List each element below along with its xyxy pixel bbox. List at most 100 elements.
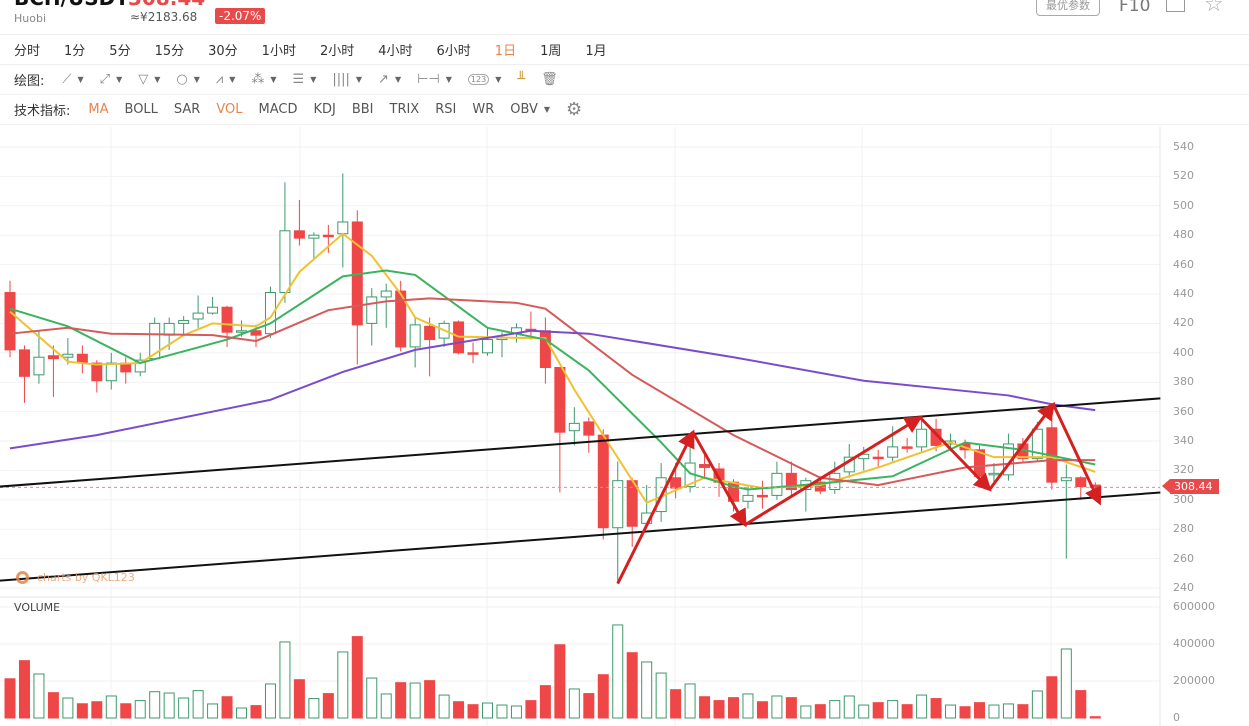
label-tool-icon[interactable]: 123 ▼ xyxy=(467,74,501,85)
change-badge: -2.07% xyxy=(215,8,266,24)
period-2[interactable]: 5分 xyxy=(109,44,131,59)
trend-arrow xyxy=(1051,403,1102,506)
indicator-wr[interactable]: WR xyxy=(472,102,495,117)
gear-icon[interactable]: ⚙ xyxy=(566,99,583,120)
indicator-bbi[interactable]: BBI xyxy=(351,102,374,117)
range-tool-icon[interactable]: ⊢⊣ ▼ xyxy=(417,72,452,87)
indicator-boll[interactable]: BOLL xyxy=(124,102,158,117)
candle-body xyxy=(872,456,884,460)
price-tick: 280 xyxy=(1173,522,1194,536)
volume-bar xyxy=(1060,648,1072,719)
f10-button[interactable]: F10 xyxy=(1119,0,1151,16)
candle-body xyxy=(207,306,219,314)
indicator-ma[interactable]: MA xyxy=(88,102,109,117)
period-1[interactable]: 1分 xyxy=(64,44,86,59)
indicator-sar[interactable]: SAR xyxy=(173,102,201,117)
candle-body xyxy=(18,349,30,377)
volume-bar xyxy=(33,673,45,719)
volume-bar xyxy=(438,694,450,719)
candle-toggle-icon[interactable]: ╨ xyxy=(517,72,526,87)
volume-bar xyxy=(207,703,219,719)
segment-tool-icon[interactable]: ⤢ ▼ xyxy=(99,72,123,87)
candle-body xyxy=(134,359,146,373)
wave-tool-icon[interactable]: ⩘ ▼ xyxy=(215,72,236,87)
period-11[interactable]: 1月 xyxy=(585,44,607,59)
volume-bar xyxy=(134,700,146,719)
candle-body xyxy=(597,434,609,529)
header: BCH/USDT 308.44 Huobi ≈¥2183.68 -2.07% 最… xyxy=(0,0,1249,35)
star-icon[interactable]: ☆ xyxy=(1204,0,1224,17)
volume-tick: 200000 xyxy=(1173,674,1215,687)
volume-bar xyxy=(18,660,30,719)
indicator-obv[interactable]: OBV xyxy=(510,102,538,117)
candle-body xyxy=(583,421,595,436)
volume-bar xyxy=(279,641,291,719)
price-tick: 440 xyxy=(1173,287,1194,300)
volume-bar xyxy=(742,693,754,719)
volume-bar xyxy=(1002,703,1014,719)
vertical-lines-tool-icon[interactable]: |||| ▼ xyxy=(332,72,363,87)
trash-icon[interactable]: 🗑 xyxy=(541,72,558,87)
chevron-down-icon[interactable]: ▼ xyxy=(543,105,551,114)
volume-bar xyxy=(192,690,204,719)
candle-body xyxy=(264,292,276,335)
candle-body xyxy=(279,230,291,294)
candle-body xyxy=(221,306,233,333)
period-9[interactable]: 1日 xyxy=(494,44,517,59)
candlestick-chart[interactable] xyxy=(0,127,1249,726)
period-10[interactable]: 1周 xyxy=(540,44,562,59)
watermark-text: charts by QKL123 xyxy=(37,571,135,584)
period-3[interactable]: 15分 xyxy=(154,44,185,59)
trend-arrow xyxy=(691,431,747,528)
period-4[interactable]: 30分 xyxy=(208,44,238,59)
volume-bar xyxy=(120,703,132,719)
period-5[interactable]: 1小时 xyxy=(261,44,296,59)
volume-bar xyxy=(612,624,624,719)
volume-bar xyxy=(959,706,971,719)
arrow-tool-icon[interactable]: ↗ ▼ xyxy=(378,72,402,87)
period-8[interactable]: 6小时 xyxy=(436,44,471,59)
indicator-rsi[interactable]: RSI xyxy=(435,102,457,117)
period-0[interactable]: 分时 xyxy=(14,44,41,59)
trend-arrow xyxy=(919,416,992,492)
circle-tool-icon[interactable]: ○ ▼ xyxy=(176,72,200,87)
price-tick: 540 xyxy=(1173,140,1194,153)
price-tick: 380 xyxy=(1173,375,1194,389)
indicator-vol[interactable]: VOL xyxy=(216,102,243,117)
candle-body xyxy=(887,446,899,458)
indicator-macd[interactable]: MACD xyxy=(258,102,298,117)
watermark: charts by QKL123 xyxy=(16,571,135,584)
candle-body xyxy=(380,290,392,298)
fibonacci-tool-icon[interactable]: ☰ ▼ xyxy=(292,72,317,87)
exchange-name: Huobi xyxy=(14,12,47,25)
line-tool-icon[interactable]: ⟋ ▼ xyxy=(62,72,84,87)
candle-body xyxy=(192,312,204,320)
candle-body xyxy=(62,353,74,358)
price-tick: 400 xyxy=(1173,345,1194,359)
volume-bar xyxy=(308,698,320,719)
volume-bar xyxy=(973,702,985,719)
fullscreen-icon[interactable] xyxy=(1166,0,1185,12)
last-price-tag: 308.44 xyxy=(1162,479,1219,495)
period-7[interactable]: 4小时 xyxy=(378,44,413,59)
period-6[interactable]: 2小时 xyxy=(319,44,355,59)
indicator-trix[interactable]: TRIX xyxy=(389,102,420,117)
indicator-kdj[interactable]: KDJ xyxy=(313,102,336,117)
volume-bar xyxy=(163,692,175,719)
volume-bar xyxy=(264,683,276,719)
candle-body xyxy=(901,446,913,449)
volume-bar xyxy=(293,679,305,719)
price-tick: 460 xyxy=(1173,257,1194,271)
best-params-button[interactable]: 最优参数 xyxy=(1036,0,1100,16)
triangle-tool-icon[interactable]: ▽ ▼ xyxy=(138,72,161,87)
candle-body xyxy=(409,324,421,348)
price-tick: 340 xyxy=(1173,434,1194,447)
candle-body xyxy=(308,234,320,239)
volume-bar xyxy=(930,698,942,719)
pattern-tool-icon[interactable]: ⁂ ▼ xyxy=(251,72,277,87)
cny-price: ≈¥2183.68 xyxy=(130,10,198,24)
candle-body xyxy=(4,292,16,351)
price-tick: 320 xyxy=(1173,463,1194,477)
volume-bar xyxy=(351,636,363,719)
price-tick: 520 xyxy=(1173,169,1194,183)
